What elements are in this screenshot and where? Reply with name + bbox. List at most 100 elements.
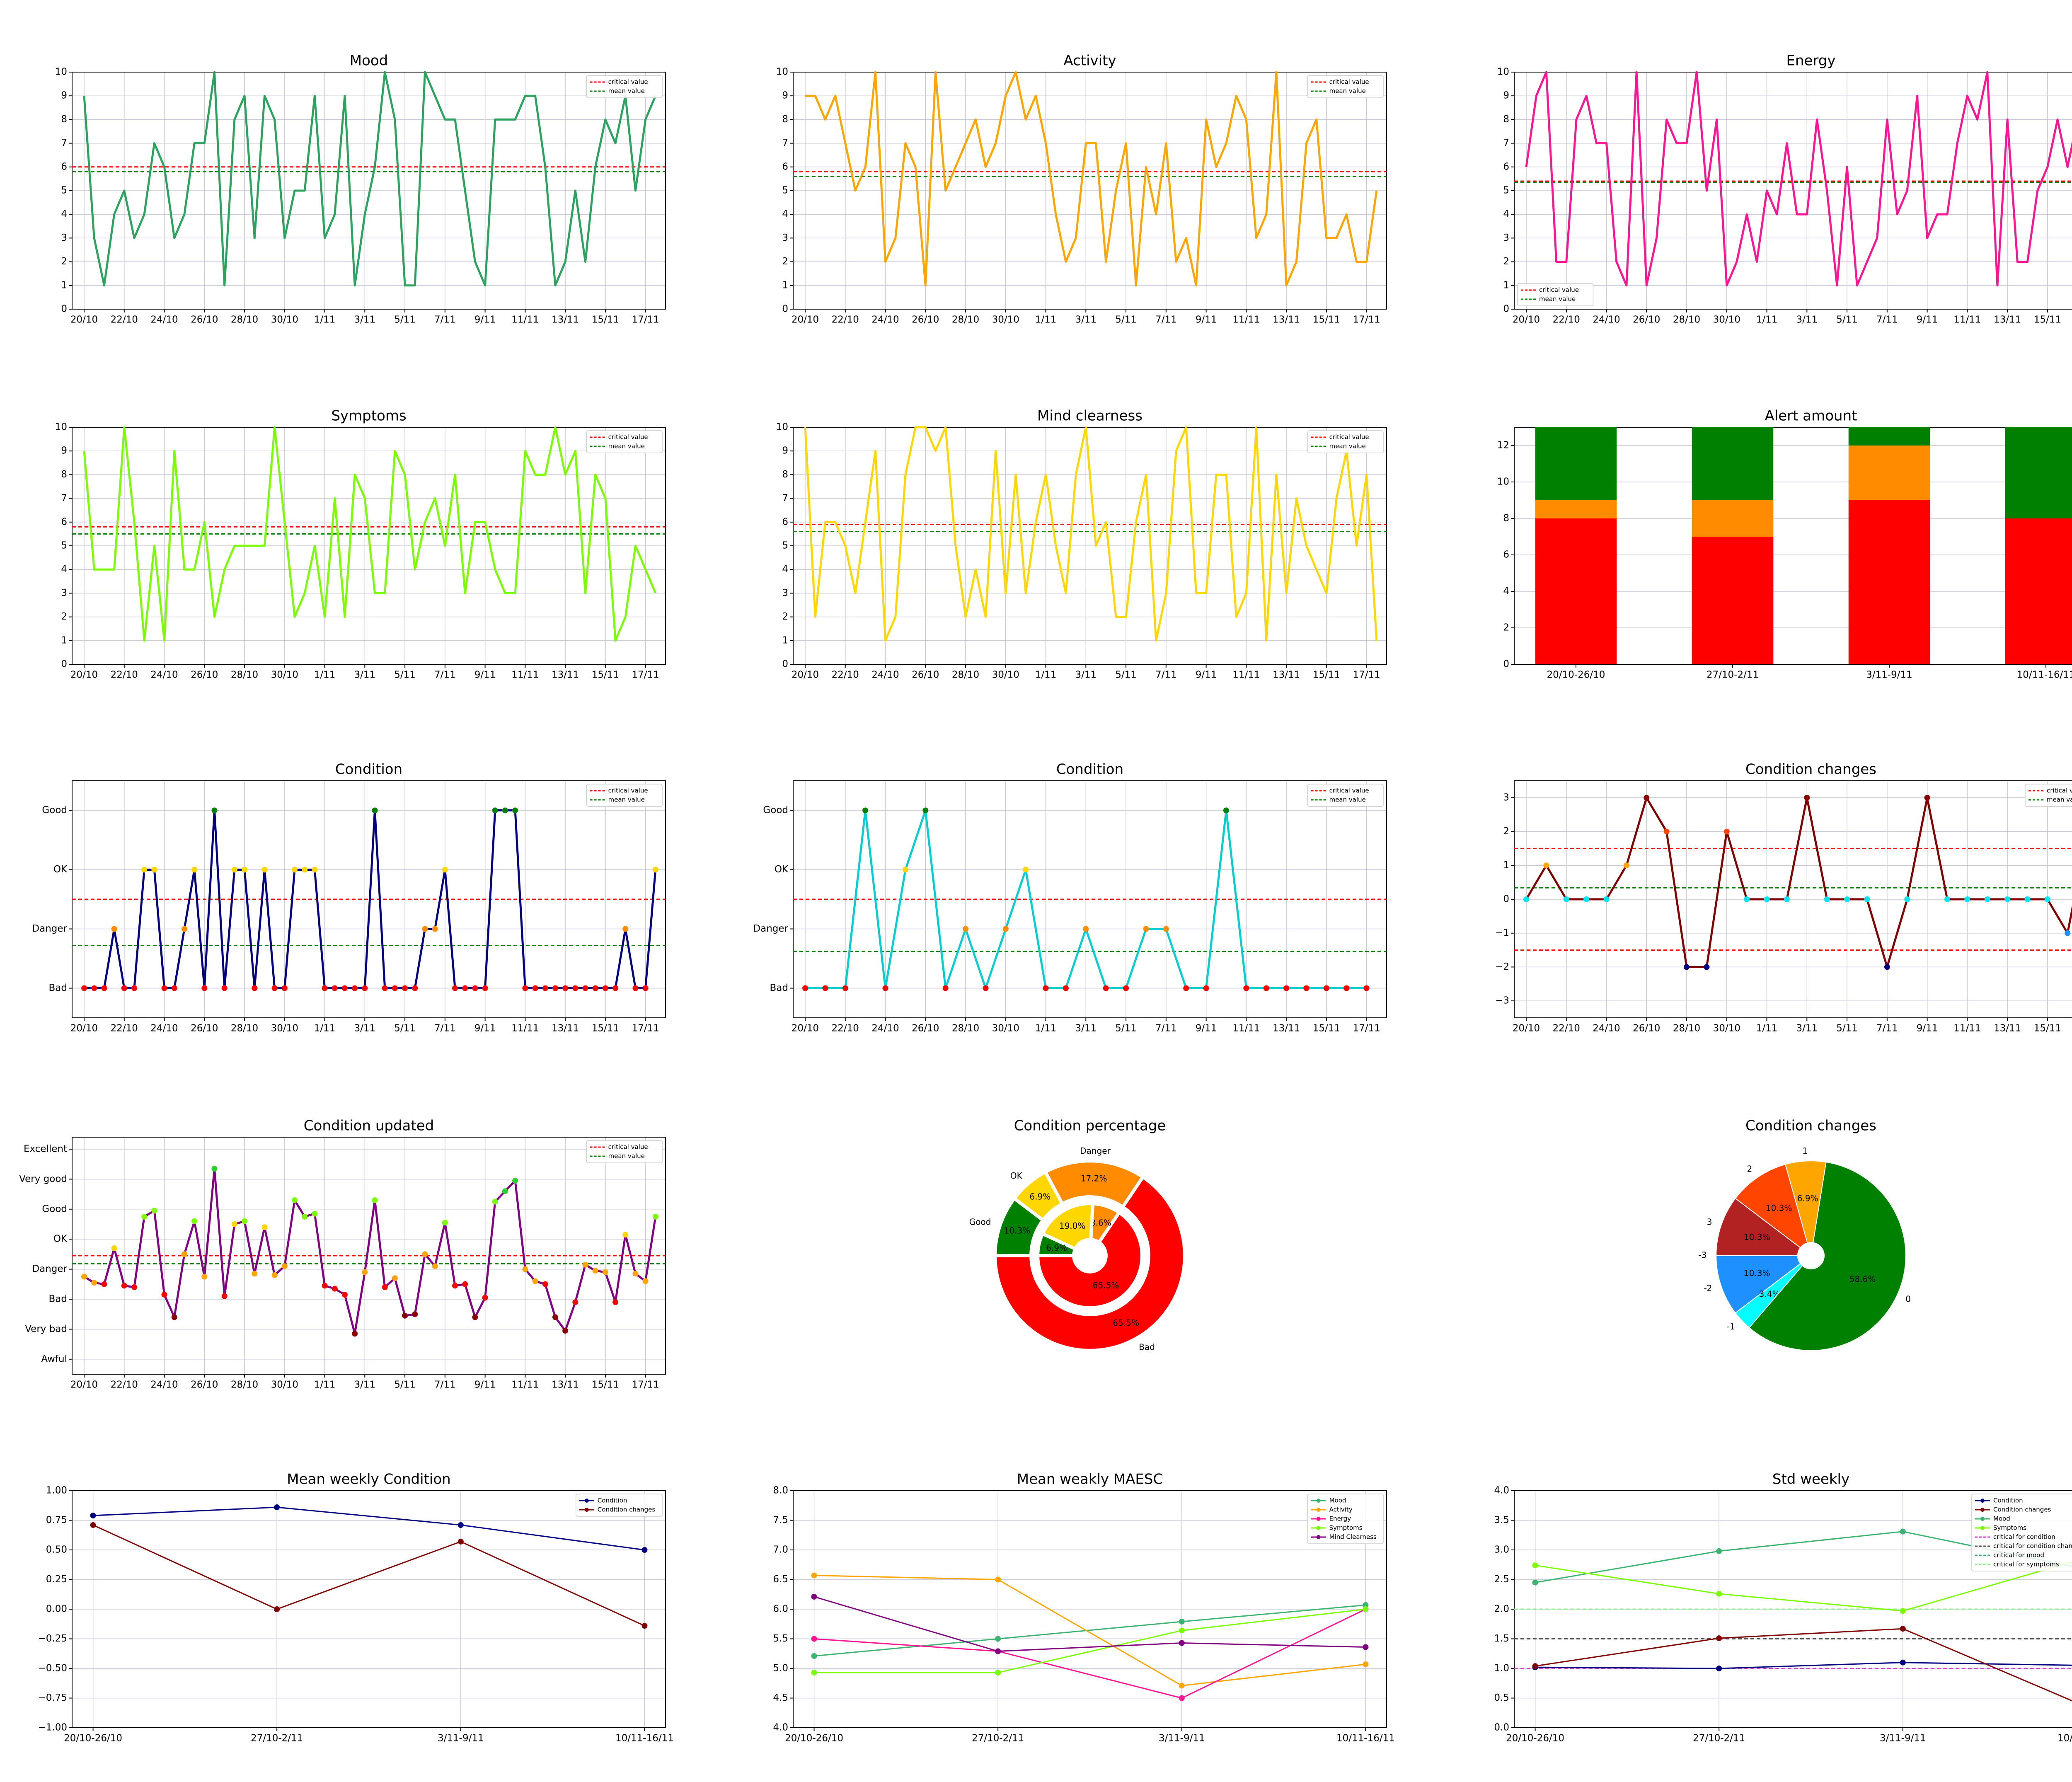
x-tick-label: 30/10 — [1713, 1023, 1740, 1034]
data-point — [462, 985, 468, 991]
data-point — [1603, 896, 1610, 902]
y-tick-label: 6 — [61, 161, 67, 172]
data-point — [1824, 896, 1830, 902]
x-tick-label: 27/10-2/11 — [972, 1733, 1024, 1744]
plot-frame — [793, 72, 1387, 310]
data-point — [2024, 896, 2031, 902]
data-point — [121, 1283, 127, 1289]
chart-title: Symptoms — [331, 408, 406, 424]
series-line — [814, 1596, 1366, 1652]
data-point — [90, 1522, 96, 1528]
y-tick-label: 0 — [61, 659, 67, 670]
y-tick-label: 1 — [1503, 860, 1509, 871]
x-tick-label: 13/11 — [552, 670, 579, 680]
y-tick-label: −1.00 — [38, 1722, 67, 1733]
legend-label: mean value — [2047, 796, 2072, 804]
data-point — [562, 985, 569, 991]
data-point — [811, 1670, 817, 1676]
series-line — [814, 1604, 1366, 1657]
x-tick-label: 3/11-9/11 — [438, 1733, 484, 1744]
x-tick-label: 24/10 — [871, 1023, 899, 1034]
x-tick-label: 3/11 — [354, 1023, 375, 1034]
x-tick-label: 20/10 — [70, 1023, 98, 1034]
y-tick-label: Good — [763, 805, 788, 816]
data-point — [642, 1278, 649, 1284]
x-tick-label: 9/11 — [474, 670, 496, 680]
pie-category-label: -2 — [1704, 1283, 1712, 1293]
data-point — [652, 1213, 658, 1220]
x-tick-label: 13/11 — [552, 315, 579, 325]
series-line — [1525, 797, 2072, 968]
chart-title: Mean weakly MAESC — [1017, 1471, 1163, 1488]
data-point — [1844, 896, 1850, 902]
legend-label: critical for mood — [1993, 1552, 2044, 1559]
y-tick-label: Bad — [49, 1293, 67, 1304]
y-tick-label: 1 — [1503, 280, 1509, 291]
series-line — [83, 71, 657, 287]
y-tick-label: 9 — [782, 90, 788, 101]
y-tick-label: 3 — [61, 232, 67, 243]
data-point — [1083, 926, 1089, 932]
data-point — [1563, 896, 1569, 902]
y-tick-label: 4.5 — [773, 1692, 788, 1703]
legend-label: critical value — [608, 78, 648, 86]
bar — [1848, 500, 1930, 664]
x-tick-label: 7/11 — [1876, 1023, 1898, 1034]
data-point — [141, 867, 148, 873]
y-tick-label: 0.0 — [1494, 1722, 1509, 1733]
y-tick-label: 10 — [1497, 477, 1509, 487]
pie-value-label: 6.9% — [1046, 1243, 1067, 1253]
data-point — [1663, 828, 1670, 835]
x-tick-label: 17/11 — [1353, 315, 1380, 325]
data-point — [612, 985, 619, 991]
data-point — [512, 1177, 518, 1184]
legend-label: mean value — [1329, 87, 1366, 95]
y-tick-label: −0.50 — [38, 1663, 67, 1674]
y-tick-label: 0 — [1503, 894, 1509, 905]
data-point — [532, 985, 538, 991]
data-point — [341, 1292, 348, 1298]
x-tick-label: 28/10 — [231, 670, 258, 680]
chart-title: Condition changes — [1745, 761, 1876, 778]
data-point — [352, 985, 358, 991]
data-point — [1179, 1627, 1185, 1634]
legend-label: mean value — [608, 443, 645, 450]
data-point — [1723, 828, 1730, 835]
pie-wedge — [993, 1174, 1186, 1352]
y-tick-label: 8.0 — [773, 1485, 788, 1496]
x-tick-label: 24/10 — [871, 670, 899, 680]
x-tick-label: 30/10 — [271, 1380, 298, 1390]
legend-box — [2025, 784, 2072, 807]
y-tick-label: −0.25 — [38, 1633, 67, 1644]
legend-label: mean value — [1539, 295, 1576, 303]
y-tick-label: OK — [53, 864, 68, 875]
x-tick-label: 30/10 — [992, 315, 1019, 325]
legend-label: mean value — [608, 87, 645, 95]
data-point — [552, 1314, 558, 1320]
x-tick-label: 9/11 — [474, 1023, 496, 1034]
chart-title: Mood — [350, 53, 388, 69]
x-tick-label: 26/10 — [191, 1380, 218, 1390]
x-tick-label: 20/10 — [70, 670, 98, 680]
x-tick-label: 26/10 — [912, 315, 939, 325]
x-tick-label: 20/10 — [792, 670, 819, 680]
data-point — [811, 1593, 817, 1600]
data-point — [492, 807, 498, 814]
data-point — [1804, 794, 1810, 801]
data-point — [1103, 985, 1109, 991]
x-tick-label: 11/11 — [511, 670, 539, 680]
data-point — [1764, 896, 1770, 902]
y-tick-label: Very bad — [25, 1324, 67, 1334]
data-point — [1900, 1528, 1906, 1535]
x-tick-label: 28/10 — [952, 670, 979, 680]
y-tick-label: 0 — [782, 659, 788, 670]
data-point — [842, 985, 848, 991]
legend-label: mean value — [608, 1152, 645, 1160]
data-point — [995, 1648, 1001, 1654]
plot-frame — [72, 427, 666, 665]
legend-marker — [1980, 1526, 1985, 1530]
legend-box — [1307, 1494, 1384, 1544]
data-point — [121, 985, 127, 991]
y-tick-label: 4 — [782, 564, 788, 575]
data-point — [2065, 930, 2071, 936]
